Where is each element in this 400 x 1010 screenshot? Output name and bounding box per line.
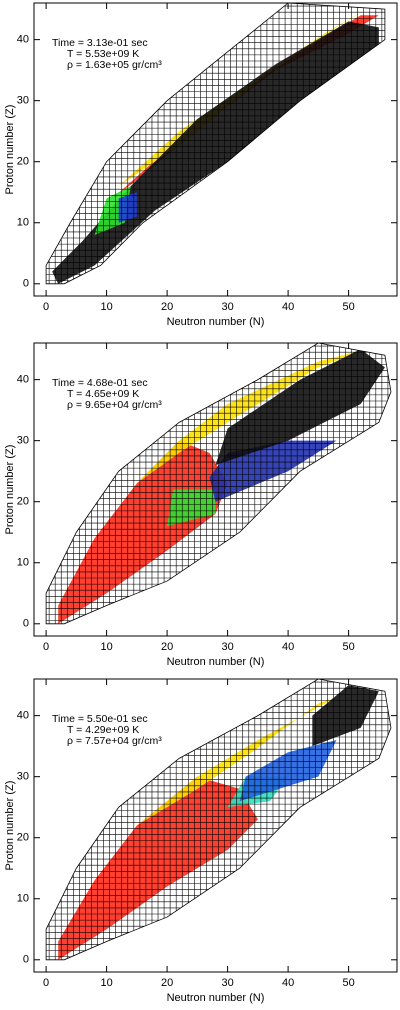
x-tick-label: 30 bbox=[221, 641, 233, 653]
y-tick-label: 40 bbox=[17, 710, 29, 722]
x-tick-label: 20 bbox=[161, 641, 173, 653]
y-tick-label: 30 bbox=[17, 435, 29, 447]
y-axis-label: Proton number (Z) bbox=[4, 105, 16, 195]
x-tick-label: 10 bbox=[100, 301, 112, 313]
y-tick-label: 0 bbox=[23, 618, 29, 630]
annotation: ρ = 1.63e+05 gr/cm³ bbox=[67, 59, 162, 71]
x-tick-label: 50 bbox=[342, 641, 354, 653]
y-tick-label: 10 bbox=[17, 557, 29, 569]
y-tick-label: 40 bbox=[17, 374, 29, 386]
x-tick-label: 40 bbox=[282, 977, 294, 989]
y-tick-label: 30 bbox=[17, 95, 29, 107]
annotation: T = 4.29e+09 K bbox=[67, 724, 139, 736]
x-tick-label: 10 bbox=[100, 977, 112, 989]
panel: 0 10 20 30 40 50 0 10 20 30 40 Neutron number (N) Pr… bbox=[4, 2, 398, 328]
y-axis-label: Proton number (Z) bbox=[4, 781, 16, 871]
x-axis-label: Neutron number (N) bbox=[167, 656, 265, 668]
plot-frame bbox=[33, 2, 398, 297]
y-tick-label: 30 bbox=[17, 771, 29, 783]
plot-frame bbox=[33, 678, 398, 973]
annotation: Time = 5.50e-01 sec bbox=[52, 713, 148, 725]
x-tick-label: 20 bbox=[161, 301, 173, 313]
annotation: ρ = 7.57e+04 gr/cm³ bbox=[67, 735, 162, 747]
annotation: T = 5.53e+09 K bbox=[67, 48, 139, 60]
annotation: Time = 3.13e-01 sec bbox=[52, 37, 148, 49]
annotation: ρ = 9.65e+04 gr/cm³ bbox=[67, 399, 162, 411]
network-boundary bbox=[45, 342, 392, 625]
y-tick-label: 40 bbox=[17, 34, 29, 46]
x-tick-label: 0 bbox=[43, 977, 49, 989]
annotation: T = 4.65e+09 K bbox=[67, 388, 139, 400]
x-axis-label: Neutron number (N) bbox=[167, 992, 265, 1004]
x-tick-label: 20 bbox=[161, 977, 173, 989]
y-tick-label: 20 bbox=[17, 832, 29, 844]
network-boundary bbox=[45, 2, 386, 285]
y-tick-label: 0 bbox=[23, 954, 29, 966]
x-tick-label: 0 bbox=[43, 641, 49, 653]
x-tick-label: 0 bbox=[43, 301, 49, 313]
panel: 0 10 20 30 40 50 0 10 20 30 40 Neutron number (N) Pr… bbox=[4, 678, 398, 1004]
x-tick-label: 30 bbox=[221, 977, 233, 989]
plot-frame bbox=[33, 342, 398, 637]
x-axis-label: Neutron number (N) bbox=[167, 316, 265, 328]
x-tick-label: 50 bbox=[342, 977, 354, 989]
x-tick-label: 40 bbox=[282, 641, 294, 653]
network-boundary bbox=[45, 678, 392, 961]
annotation: Time = 4.68e-01 sec bbox=[52, 377, 148, 389]
y-tick-label: 20 bbox=[17, 156, 29, 168]
y-tick-label: 0 bbox=[23, 278, 29, 290]
x-tick-label: 10 bbox=[100, 641, 112, 653]
x-tick-label: 40 bbox=[282, 301, 294, 313]
y-tick-label: 10 bbox=[17, 217, 29, 229]
y-tick-label: 10 bbox=[17, 893, 29, 905]
y-tick-label: 20 bbox=[17, 496, 29, 508]
y-axis-label: Proton number (Z) bbox=[4, 445, 16, 535]
x-tick-label: 30 bbox=[221, 301, 233, 313]
panel: 0 10 20 30 40 50 0 10 20 30 40 Neutron number (N) Pr… bbox=[4, 342, 398, 668]
x-tick-label: 50 bbox=[342, 301, 354, 313]
